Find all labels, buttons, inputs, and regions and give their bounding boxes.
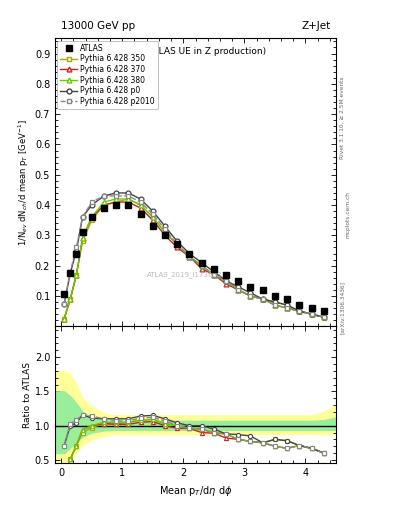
Text: ATLAS_2019_I1736531: ATLAS_2019_I1736531 [147, 271, 227, 278]
Text: 13000 GeV pp: 13000 GeV pp [61, 21, 135, 31]
X-axis label: Mean p$_T$/d$\eta$ d$\phi$: Mean p$_T$/d$\eta$ d$\phi$ [159, 484, 232, 498]
Text: [arXiv:1306.3436]: [arXiv:1306.3436] [340, 281, 345, 334]
Y-axis label: 1/N$_{ev}$ dN$_{ch}$/d mean p$_T$ [GeV$^{-1}$]: 1/N$_{ev}$ dN$_{ch}$/d mean p$_T$ [GeV$^… [16, 119, 31, 246]
Text: mcplots.cern.ch: mcplots.cern.ch [346, 191, 351, 239]
Legend: ATLAS, Pythia 6.428 350, Pythia 6.428 370, Pythia 6.428 380, Pythia 6.428 p0, Py: ATLAS, Pythia 6.428 350, Pythia 6.428 37… [57, 40, 158, 109]
Text: Z+Jet: Z+Jet [301, 21, 331, 31]
Text: Rivet 3.1.10, ≥ 2.5M events: Rivet 3.1.10, ≥ 2.5M events [340, 76, 345, 159]
Y-axis label: Ratio to ATLAS: Ratio to ATLAS [23, 362, 32, 428]
Text: Nch (ATLAS UE in Z production): Nch (ATLAS UE in Z production) [125, 47, 266, 56]
